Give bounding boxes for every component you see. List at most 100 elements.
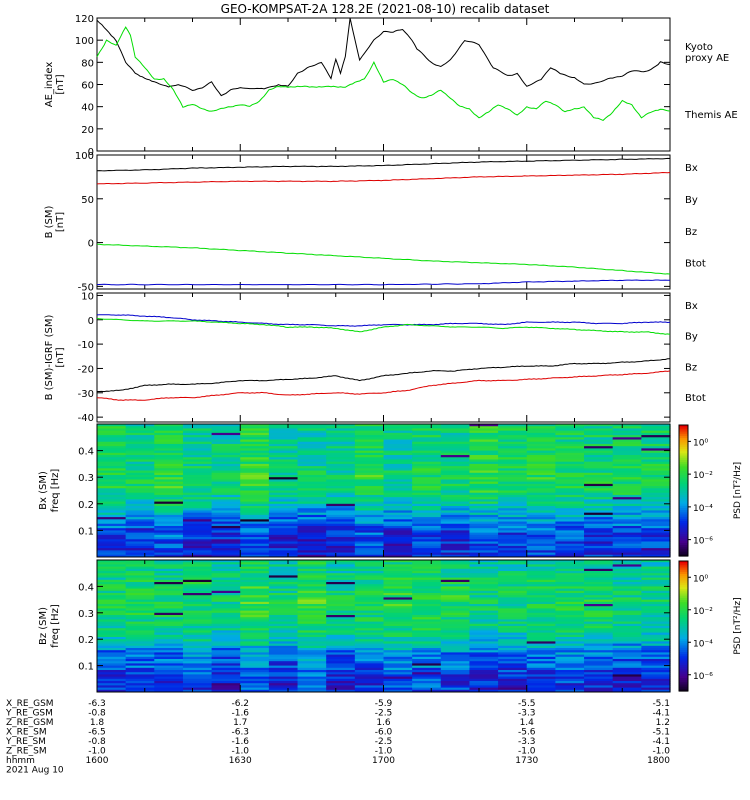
heatmap-cell — [297, 479, 327, 483]
heatmap-cell — [383, 626, 413, 629]
heatmap-cell — [412, 590, 442, 594]
heatmap-cell — [612, 506, 642, 509]
heatmap-cell — [326, 519, 356, 522]
heatmap-cell — [211, 650, 241, 653]
heatmap-cell — [326, 560, 356, 563]
heatmap-cell — [154, 463, 184, 467]
heatmap-cell — [584, 650, 614, 653]
heatmap-cell — [240, 645, 270, 649]
heatmap-cell — [526, 661, 556, 664]
ephemeris-value: -2.5 — [375, 737, 393, 747]
heatmap-cell — [440, 437, 471, 440]
heatmap-cell — [383, 463, 413, 467]
heatmap-cell — [97, 681, 127, 684]
heatmap-cell — [383, 530, 413, 534]
heatmap-cell — [383, 514, 413, 518]
heatmap-cell — [211, 665, 241, 669]
heatmap-cell — [211, 639, 241, 642]
heatmap-cell — [297, 424, 327, 427]
heatmap-cell — [584, 584, 614, 587]
heatmap-cell — [354, 645, 385, 649]
heatmap-cell — [125, 623, 155, 627]
heatmap-cell — [469, 552, 499, 556]
heatmap-cell — [154, 604, 184, 607]
y-axis-label: freq [Hz] — [50, 604, 61, 648]
heatmap-cell — [641, 477, 671, 480]
heatmap-cell — [526, 483, 556, 487]
heatmap-cell — [469, 550, 499, 553]
heatmap-cell — [354, 490, 385, 494]
heatmap-cell — [469, 606, 499, 609]
heatmap-cell — [125, 663, 155, 666]
heatmap-cell — [125, 466, 155, 469]
heatmap-cell — [240, 550, 270, 553]
heatmap-cell — [612, 656, 642, 660]
heatmap-cell — [297, 584, 327, 587]
heatmap-cell — [526, 463, 556, 467]
heatmap-cell — [211, 643, 241, 647]
heatmap-cell — [354, 599, 385, 603]
heatmap-cell — [182, 634, 213, 638]
heatmap-cell — [526, 663, 556, 666]
heatmap-cell — [354, 590, 385, 594]
heatmap-cell — [469, 543, 499, 547]
heatmap-cell — [412, 545, 442, 549]
heatmap-cell — [297, 597, 327, 600]
heatmap-cell — [354, 528, 385, 531]
colorbar-band — [679, 686, 688, 690]
heatmap-cell — [97, 667, 127, 671]
heatmap-cell — [498, 597, 528, 600]
panel-spec_bz: 0.10.20.30.4Bz (SM) freq [Hz]10⁰10⁻²10⁻⁴1… — [38, 559, 743, 693]
y-tick-label: -10 — [78, 340, 94, 351]
heatmap-cell — [326, 634, 356, 638]
heatmap-cell — [97, 514, 127, 518]
heatmap-cell — [268, 441, 299, 445]
series-line-btot — [96, 157, 671, 172]
heatmap-cell — [584, 530, 614, 534]
heatmap-cell — [297, 552, 327, 556]
colorbar-band — [679, 584, 688, 588]
heatmap-cell — [240, 499, 270, 502]
colorbar-band — [679, 516, 688, 520]
heatmap-cell — [469, 455, 499, 458]
heatmap-cell — [182, 560, 213, 563]
heatmap-cell — [326, 503, 356, 507]
heatmap-cell — [641, 426, 671, 429]
heatmap-cell — [182, 439, 213, 443]
colorbar-band — [679, 455, 688, 459]
heatmap-cell — [498, 639, 528, 642]
heatmap-cell — [498, 663, 528, 666]
heatmap-cell — [97, 689, 127, 693]
heatmap-cell — [498, 457, 528, 460]
heatmap-cell — [297, 568, 327, 572]
heatmap-cell — [612, 539, 642, 542]
heatmap-cell — [641, 506, 671, 509]
heatmap-cell — [97, 579, 127, 583]
heatmap-cell — [154, 645, 184, 649]
heatmap-cell — [526, 568, 556, 572]
heatmap-cell — [211, 641, 241, 644]
heatmap-cell — [469, 674, 499, 677]
heatmap-cell — [555, 550, 585, 553]
heatmap-cell — [125, 674, 155, 677]
heatmap-cell — [97, 661, 127, 664]
heatmap-cell — [326, 626, 356, 629]
heatmap-cell — [154, 676, 184, 680]
heatmap-cell — [469, 519, 499, 522]
heatmap-cell — [526, 595, 556, 598]
heatmap-cell — [526, 519, 556, 522]
heatmap-cell — [555, 623, 585, 627]
heatmap-cell — [641, 619, 671, 622]
heatmap-cell — [412, 663, 442, 666]
heatmap-cell — [326, 584, 356, 587]
heatmap-cell — [354, 681, 385, 684]
heatmap-cell — [526, 610, 556, 614]
heatmap-cell — [268, 597, 299, 600]
heatmap-cell — [326, 566, 356, 570]
heatmap-cell — [641, 676, 671, 680]
heatmap-cell — [125, 435, 155, 438]
heatmap-cell — [97, 623, 127, 627]
ephemeris-row-label: Z_RE_SM — [6, 747, 47, 757]
heatmap-cell — [154, 678, 184, 682]
ephemeris-value: 1630 — [229, 756, 252, 766]
